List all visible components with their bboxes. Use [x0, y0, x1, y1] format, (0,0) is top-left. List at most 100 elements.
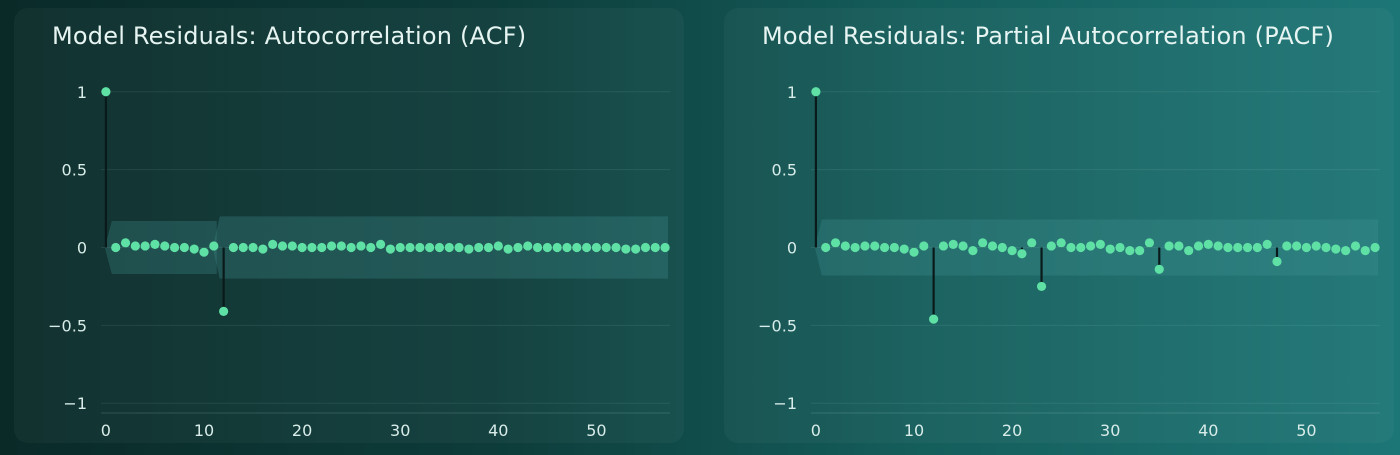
data-point: [870, 241, 880, 251]
acf-chart: 1 0.5 0 −0.5 −1 0 10 20 30 40 50: [48, 83, 670, 440]
x-tick-label: 0: [101, 421, 111, 440]
data-point: [899, 244, 909, 254]
data-point: [474, 242, 484, 253]
data-point: [1272, 256, 1282, 267]
data-point: [621, 244, 631, 254]
pacf-panel: Model Residuals: Partial Autocorrelation…: [724, 8, 1394, 443]
data-point: [1164, 241, 1174, 251]
data-point: [1233, 242, 1243, 253]
data-point: [120, 238, 131, 248]
data-point: [850, 242, 860, 253]
data-point: [582, 242, 592, 253]
data-point: [179, 242, 189, 253]
chart-title: Model Residuals: Partial Autocorrelation…: [762, 22, 1335, 50]
data-point: [346, 242, 356, 253]
data-point: [111, 242, 121, 253]
data-point: [640, 242, 651, 253]
data-point: [326, 241, 337, 251]
data-point: [395, 242, 405, 253]
data-point: [130, 241, 140, 251]
data-point: [1125, 246, 1135, 256]
data-point: [532, 242, 543, 253]
data-point: [889, 242, 899, 253]
data-point: [552, 242, 562, 253]
y-tick-label: −0.5: [758, 316, 797, 335]
data-point: [277, 241, 288, 251]
data-point: [483, 242, 494, 253]
data-point: [356, 241, 366, 251]
data-point: [1144, 238, 1155, 248]
data-point: [562, 242, 572, 253]
data-point: [150, 239, 160, 249]
data-point: [1027, 238, 1037, 248]
data-point: [169, 242, 180, 253]
data-point: [434, 242, 445, 253]
data-point: [503, 244, 513, 254]
data-point: [840, 241, 850, 251]
data-point: [493, 241, 503, 251]
y-tick-label: −0.5: [48, 316, 87, 335]
data-point: [101, 87, 111, 97]
data-point: [938, 241, 949, 251]
x-tick-label: 40: [1198, 421, 1218, 440]
data-point: [366, 242, 376, 253]
x-tick-label: 0: [811, 421, 821, 440]
data-point: [948, 239, 958, 249]
data-point: [1311, 241, 1321, 251]
data-point: [830, 238, 841, 248]
data-point: [811, 87, 821, 97]
y-tick-label: 1: [787, 83, 797, 102]
y-tick-label: −1: [63, 394, 87, 413]
data-point: [879, 242, 890, 253]
data-point: [248, 242, 258, 253]
data-point: [1095, 239, 1106, 249]
data-point: [1105, 244, 1115, 254]
y-tick-label: 1: [77, 83, 87, 102]
data-point: [1007, 246, 1017, 256]
data-point: [591, 242, 602, 253]
x-tick-label: 40: [488, 421, 508, 440]
data-point: [1193, 241, 1204, 251]
data-point: [268, 239, 278, 249]
data-point: [968, 246, 978, 256]
data-point: [523, 241, 533, 251]
x-tick-label: 30: [1100, 421, 1120, 440]
x-tick-label: 10: [904, 421, 924, 440]
data-point: [1046, 241, 1056, 251]
data-point: [464, 244, 474, 254]
pacf-chart: 1 0.5 0 −0.5 −1 0 10 20 30 40 50: [758, 83, 1380, 440]
data-point: [209, 241, 219, 251]
x-tick-label: 20: [1002, 421, 1022, 440]
x-tick-label: 50: [1296, 421, 1316, 440]
data-point: [1350, 241, 1361, 251]
data-point: [821, 242, 831, 253]
data-point: [297, 242, 307, 253]
data-point: [140, 241, 150, 251]
data-point: [1321, 242, 1331, 253]
data-point: [1252, 242, 1262, 253]
data-point: [958, 241, 968, 251]
data-point: [513, 242, 523, 253]
data-point: [415, 242, 425, 253]
data-point: [1242, 242, 1253, 253]
data-point: [919, 241, 929, 251]
data-point: [1066, 242, 1076, 253]
data-point: [189, 244, 199, 254]
data-point: [909, 247, 919, 257]
data-point: [1341, 246, 1351, 256]
data-point: [997, 242, 1007, 253]
data-point: [1213, 241, 1223, 251]
data-point: [1331, 244, 1341, 254]
data-point: [1360, 246, 1370, 256]
data-point: [1056, 238, 1066, 248]
data-point: [317, 242, 327, 253]
data-point: [978, 238, 988, 248]
data-point: [219, 306, 229, 316]
data-point: [660, 242, 670, 253]
data-point: [1301, 242, 1312, 253]
data-point: [336, 241, 346, 251]
x-tick-label: 50: [586, 421, 606, 440]
y-tick-label: −1: [773, 394, 797, 413]
data-point: [929, 314, 939, 324]
data-point: [1370, 242, 1380, 253]
